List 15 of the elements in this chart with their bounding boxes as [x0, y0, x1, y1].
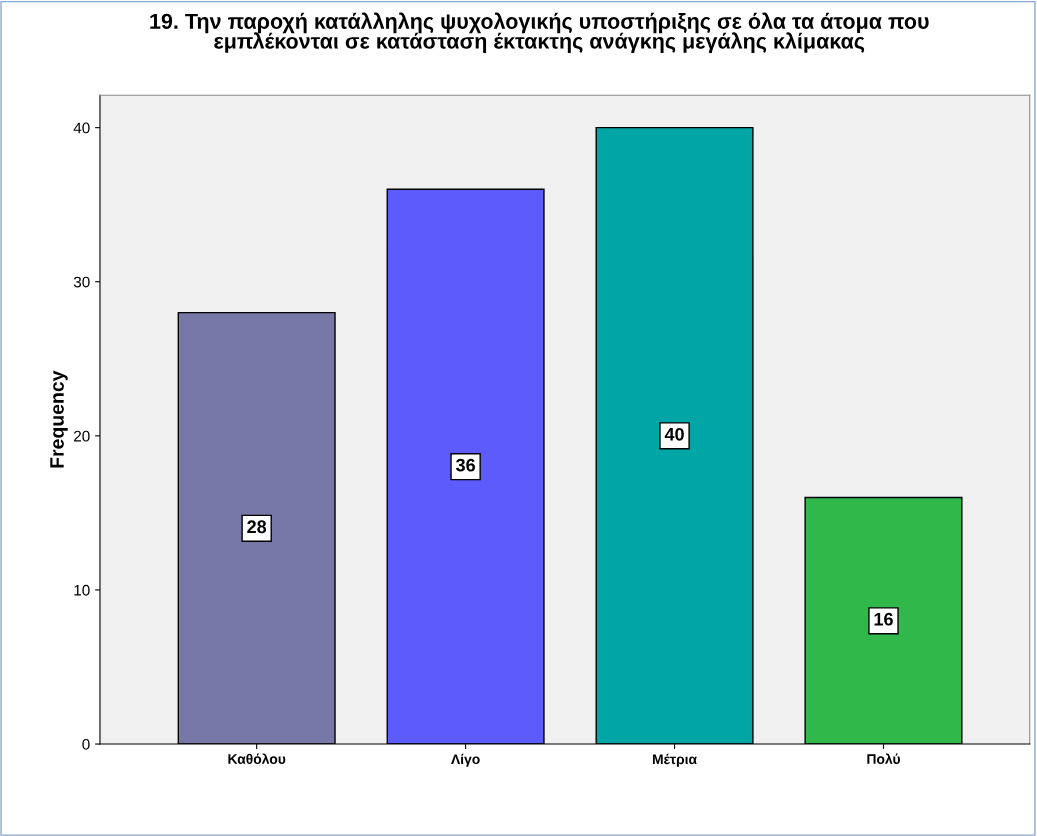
- x-tick-label: Πολύ: [867, 753, 900, 764]
- x-tick-label: Λίγο: [451, 753, 480, 767]
- y-tick-label: 10: [74, 584, 90, 596]
- y-axis-title: Frequency: [50, 370, 68, 468]
- chart-title: 19. Την παροχή κατάλληλης ψυχολογικής υποστήριξης σε όλα τα άτομα που εμπλέκονται σε κατάσταση έκτακτης ανάγκης μεγάλης κλίμακας: [150, 12, 929, 53]
- data-label: 36: [455, 458, 475, 472]
- x-tick-label: Μέτρια: [652, 753, 697, 767]
- y-tick-label: 0: [82, 738, 90, 750]
- data-label: 16: [874, 612, 893, 626]
- y-tick-label: 20: [74, 430, 90, 442]
- x-tick-label: Καθόλου: [228, 753, 286, 764]
- y-tick-label: 40: [73, 122, 90, 134]
- y-tick-label: 30: [73, 276, 90, 288]
- data-label: 40: [664, 427, 684, 441]
- data-label: 28: [247, 520, 267, 534]
